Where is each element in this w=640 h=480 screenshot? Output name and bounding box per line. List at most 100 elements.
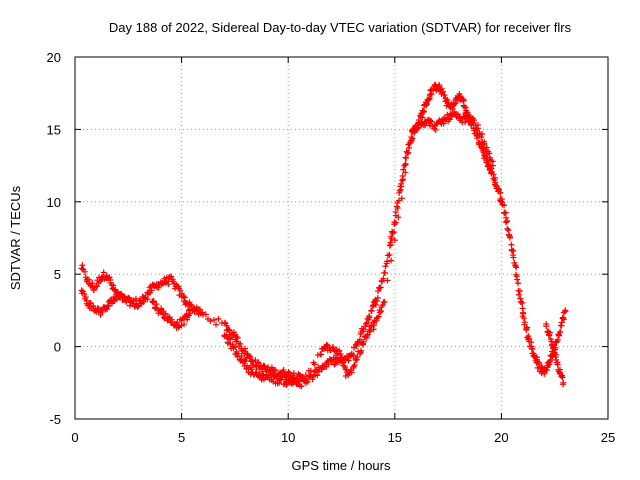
data-point-marker [207, 317, 214, 324]
data-point-marker [505, 227, 512, 234]
data-point-marker [238, 352, 245, 359]
data-point-marker [136, 297, 143, 304]
data-point-marker [144, 296, 151, 303]
data-point-marker [368, 308, 375, 315]
data-point-marker [241, 356, 248, 363]
data-point-marker [392, 219, 399, 226]
data-point-marker [377, 284, 384, 291]
data-point-marker [100, 269, 107, 276]
data-point-marker [93, 283, 100, 290]
data-point-marker [117, 293, 124, 300]
data-point-marker [140, 294, 147, 301]
x-tick-label: 10 [281, 430, 295, 445]
data-point-marker [369, 303, 376, 310]
data-point-marker [280, 366, 287, 373]
data-point-marker [558, 373, 565, 380]
data-point-marker [356, 336, 363, 343]
data-point-marker [184, 302, 191, 309]
data-point-marker [215, 315, 222, 322]
data-point-marker [121, 297, 128, 304]
data-point-marker [420, 108, 427, 115]
data-point-marker [460, 97, 467, 104]
data-point-marker [470, 117, 477, 124]
data-point-marker [367, 327, 374, 334]
data-point-marker [90, 303, 97, 310]
x-tick-label: 20 [494, 430, 508, 445]
data-point-marker [128, 297, 135, 304]
data-point-marker [516, 288, 523, 295]
data-point-marker [232, 343, 239, 350]
data-point-marker [398, 195, 405, 202]
data-point-marker [373, 298, 380, 305]
data-point-marker [384, 277, 391, 284]
data-point-marker [97, 278, 104, 285]
data-point-marker [436, 81, 443, 88]
data-point-marker [372, 301, 379, 308]
data-point-marker [279, 373, 286, 380]
data-point-marker [394, 205, 401, 212]
data-point-marker [389, 229, 396, 236]
data-point-marker [378, 308, 385, 315]
data-point-marker [82, 294, 89, 301]
y-tick-label: 0 [54, 340, 61, 355]
data-point-marker [283, 381, 290, 388]
plot-frame [74, 56, 609, 420]
data-point-marker [402, 160, 409, 167]
data-point-marker [329, 358, 336, 365]
data-point-marker [446, 116, 453, 123]
data-point-marker [242, 348, 249, 355]
data-point-marker [559, 374, 566, 381]
grid [75, 57, 608, 419]
data-point-marker [560, 379, 567, 386]
data-point-marker [242, 358, 249, 365]
data-point-marker [97, 311, 104, 318]
data-point-marker [363, 319, 370, 326]
data-point-marker [148, 287, 155, 294]
data-point-marker [502, 219, 509, 226]
data-point-marker [504, 225, 511, 232]
data-point-marker [375, 288, 382, 295]
data-point-marker [235, 350, 242, 357]
data-point-marker [510, 247, 517, 254]
data-point-marker [233, 333, 240, 340]
data-point-marker [557, 328, 564, 335]
chart-title: Day 188 of 2022, Sidereal Day-to-day VTE… [109, 20, 572, 35]
data-point-marker [318, 351, 325, 358]
data-point-marker [379, 302, 386, 309]
data-point-marker [185, 307, 192, 314]
data-point-marker [439, 88, 446, 95]
data-point-marker [298, 383, 305, 390]
data-point-marker [419, 114, 426, 121]
data-point-marker [104, 306, 111, 313]
data-point-marker [520, 310, 527, 317]
data-point-marker [555, 332, 562, 339]
data-point-marker [311, 361, 318, 368]
data-point-marker [350, 352, 357, 359]
data-point-marker [550, 344, 557, 351]
data-point-marker [403, 154, 410, 161]
data-point-marker [325, 361, 332, 368]
data-point-marker [552, 351, 559, 358]
data-point-marker [382, 263, 389, 270]
data-point-marker [237, 340, 244, 347]
data-point-marker [395, 214, 402, 221]
data-point-marker [350, 363, 357, 370]
data-point-marker [515, 280, 522, 287]
data-point-marker [502, 209, 509, 216]
data-point-marker [360, 341, 367, 348]
data-point-marker [402, 169, 409, 176]
data-point-marker [183, 311, 190, 318]
data-point-marker [426, 95, 433, 102]
data-point-marker [187, 310, 194, 317]
data-point-marker [223, 334, 230, 341]
data-point-marker [339, 358, 346, 365]
data-point-marker [226, 326, 233, 333]
data-point-marker [558, 319, 565, 326]
data-point-marker [489, 162, 496, 169]
data-point-marker [506, 234, 513, 241]
data-point-marker [483, 144, 490, 151]
data-point-marker [386, 251, 393, 258]
data-point-marker [134, 303, 141, 310]
data-point-marker [501, 202, 508, 209]
data-point-marker [449, 102, 456, 109]
